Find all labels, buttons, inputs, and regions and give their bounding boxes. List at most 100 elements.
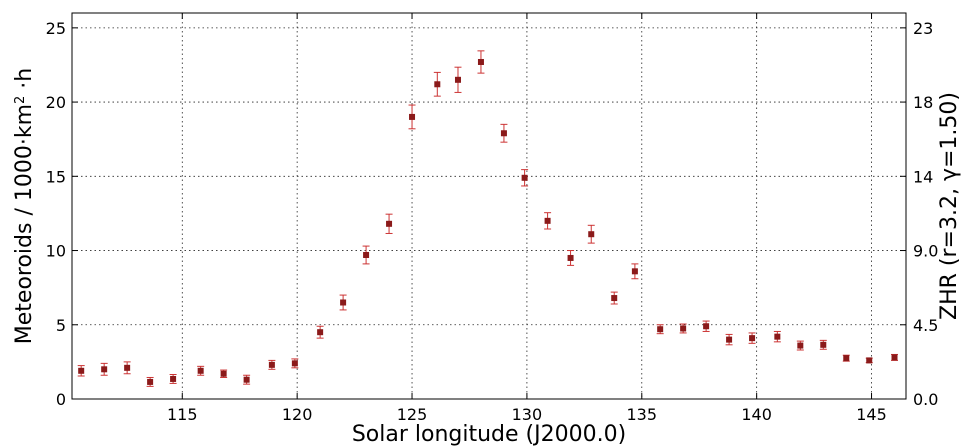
data-points-layer bbox=[77, 50, 899, 387]
data-marker bbox=[774, 333, 781, 340]
data-point bbox=[362, 245, 370, 265]
data-marker bbox=[797, 342, 804, 349]
data-point bbox=[725, 333, 733, 346]
data-marker bbox=[726, 336, 733, 343]
x-tick-label: 145 bbox=[856, 405, 887, 424]
secondary-y-axis-label: ZHR (r=3.2, γ=1.50) bbox=[937, 92, 962, 320]
x-tick-label: 125 bbox=[397, 405, 428, 424]
data-marker bbox=[147, 378, 154, 385]
data-marker bbox=[317, 329, 324, 336]
data-point bbox=[169, 374, 177, 384]
y2-tick-label: 9.0 bbox=[913, 242, 938, 261]
data-point bbox=[748, 332, 756, 344]
data-point bbox=[291, 358, 299, 369]
data-point bbox=[220, 369, 228, 378]
data-point bbox=[339, 294, 347, 311]
data-point bbox=[544, 212, 552, 230]
y-axis-label-prefix: Meteoroids / 1000·km bbox=[12, 104, 37, 344]
data-marker bbox=[101, 366, 108, 373]
x-tick-label: 115 bbox=[167, 405, 198, 424]
data-marker bbox=[631, 268, 638, 275]
y-tick-label: 10 bbox=[46, 242, 66, 261]
data-marker bbox=[409, 113, 416, 120]
data-marker bbox=[611, 295, 618, 302]
data-marker bbox=[891, 354, 898, 361]
data-point bbox=[100, 362, 108, 376]
data-marker bbox=[703, 323, 710, 330]
y-tick-label: 20 bbox=[46, 93, 66, 112]
x-tick-label: 135 bbox=[627, 405, 658, 424]
data-point bbox=[842, 354, 850, 362]
data-marker bbox=[500, 130, 507, 137]
data-marker bbox=[220, 370, 227, 377]
data-point bbox=[77, 365, 85, 377]
data-point bbox=[477, 50, 485, 74]
data-point bbox=[567, 250, 575, 266]
data-point bbox=[631, 263, 639, 280]
data-point bbox=[819, 339, 827, 350]
data-point bbox=[454, 66, 462, 93]
data-marker bbox=[78, 367, 85, 374]
y-axis-label-suffix: ·h bbox=[12, 68, 37, 96]
data-point bbox=[197, 365, 205, 376]
data-marker bbox=[567, 254, 574, 261]
plot-frame bbox=[71, 12, 907, 400]
y2-tick-label: 14 bbox=[913, 167, 933, 186]
data-point bbox=[243, 374, 251, 385]
y-axis-label: Meteoroids / 1000·km2 ·h bbox=[12, 68, 37, 344]
data-marker bbox=[268, 361, 275, 368]
data-point bbox=[679, 323, 687, 334]
data-point bbox=[702, 320, 710, 332]
data-point bbox=[408, 104, 416, 130]
data-marker bbox=[588, 231, 595, 238]
data-marker bbox=[680, 325, 687, 332]
data-point bbox=[521, 169, 529, 187]
data-point bbox=[123, 361, 131, 375]
data-marker bbox=[291, 360, 298, 367]
data-marker bbox=[820, 341, 827, 348]
y-axis-label-superscript: 2 bbox=[13, 96, 28, 104]
x-tick-label: 140 bbox=[741, 405, 772, 424]
data-point bbox=[891, 353, 899, 361]
data-marker bbox=[477, 58, 484, 65]
x-tick-label: 130 bbox=[512, 405, 543, 424]
data-point bbox=[773, 330, 781, 343]
grid-layer bbox=[72, 13, 906, 399]
data-point bbox=[268, 359, 276, 370]
data-marker bbox=[340, 299, 347, 306]
data-point bbox=[433, 71, 441, 97]
data-marker bbox=[386, 220, 393, 227]
data-point bbox=[610, 291, 618, 305]
x-tick-label: 120 bbox=[282, 405, 313, 424]
data-point bbox=[500, 123, 508, 143]
y-tick-label: 15 bbox=[46, 167, 66, 186]
data-point bbox=[656, 324, 664, 335]
x-axis-label: Solar longitude (J2000.0) bbox=[352, 422, 626, 446]
y2-tick-label: 4.5 bbox=[913, 316, 938, 335]
data-marker bbox=[197, 367, 204, 374]
y-tick-label: 0 bbox=[56, 390, 66, 409]
data-point bbox=[796, 340, 804, 351]
data-marker bbox=[544, 217, 551, 224]
data-point bbox=[146, 376, 154, 387]
data-point bbox=[385, 213, 393, 234]
y2-tick-label: 23 bbox=[913, 19, 933, 38]
data-marker bbox=[657, 326, 664, 333]
data-point bbox=[316, 325, 324, 339]
data-marker bbox=[170, 375, 177, 382]
y2-tick-label: 0.0 bbox=[913, 390, 938, 409]
ticks-layer: 115 120 125 130 135 140 145 0 5 10 15 20 25 0.0 4.5 9.0… bbox=[46, 13, 938, 424]
y-tick-label: 25 bbox=[46, 19, 66, 38]
data-point bbox=[865, 357, 873, 364]
data-point bbox=[587, 224, 595, 244]
data-marker bbox=[843, 355, 850, 362]
y2-tick-label: 18 bbox=[913, 93, 933, 112]
y-tick-label: 5 bbox=[56, 316, 66, 335]
data-marker bbox=[434, 81, 441, 88]
data-marker bbox=[866, 357, 873, 364]
data-marker bbox=[454, 76, 461, 83]
data-marker bbox=[363, 251, 370, 258]
data-marker bbox=[124, 364, 131, 371]
